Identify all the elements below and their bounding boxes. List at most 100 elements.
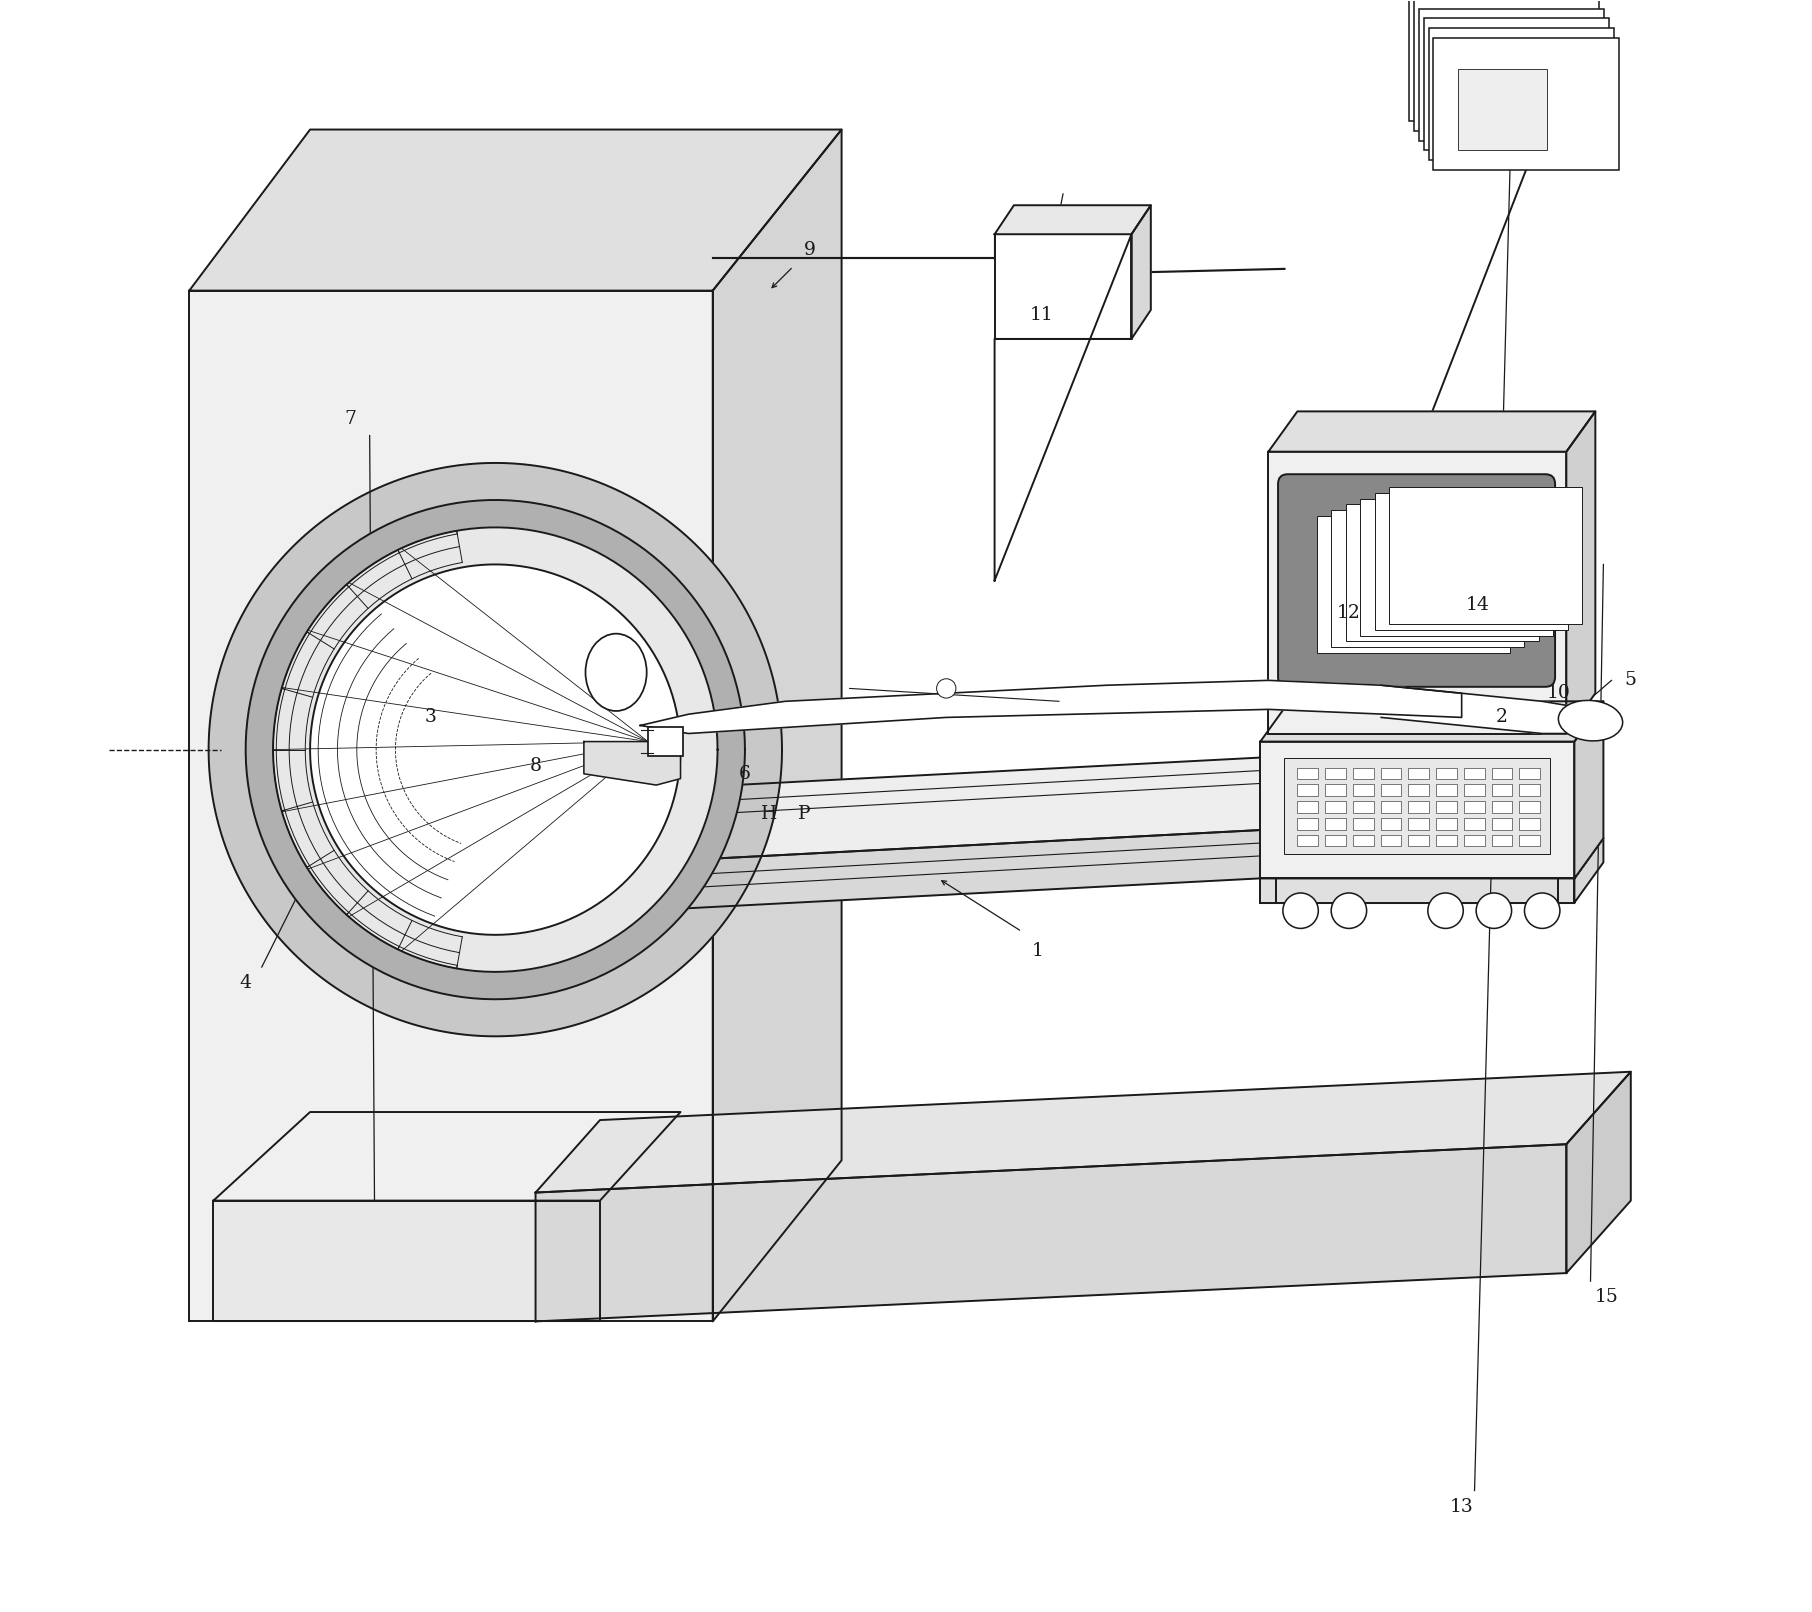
Bar — [1464, 767, 1484, 779]
Bar — [1285, 758, 1551, 854]
Bar — [1381, 785, 1401, 796]
Polygon shape — [536, 1072, 1631, 1193]
Bar — [1518, 767, 1540, 779]
Bar — [1413, 0, 1600, 131]
Ellipse shape — [937, 679, 957, 698]
Bar — [1325, 767, 1346, 779]
FancyBboxPatch shape — [1277, 474, 1555, 687]
Polygon shape — [214, 1201, 600, 1322]
Bar — [1491, 785, 1513, 796]
Text: 11: 11 — [1029, 306, 1053, 324]
Polygon shape — [214, 1112, 681, 1201]
Bar — [1464, 801, 1484, 812]
Bar — [1437, 785, 1457, 796]
Polygon shape — [712, 129, 841, 1322]
Bar — [1408, 801, 1430, 812]
Text: 15: 15 — [1595, 1288, 1618, 1306]
Bar — [1261, 742, 1575, 879]
Bar — [1325, 835, 1346, 846]
Bar — [1518, 801, 1540, 812]
Bar — [1268, 451, 1566, 733]
Ellipse shape — [1283, 893, 1319, 929]
Bar — [1464, 785, 1484, 796]
Bar — [1381, 767, 1401, 779]
Bar — [1518, 817, 1540, 830]
Bar — [1518, 785, 1540, 796]
Bar — [1361, 498, 1553, 635]
Bar — [1354, 767, 1373, 779]
Bar — [1390, 487, 1582, 624]
Bar — [1408, 785, 1430, 796]
Polygon shape — [188, 129, 841, 290]
Bar — [1297, 785, 1317, 796]
Polygon shape — [487, 814, 1566, 919]
Polygon shape — [1381, 685, 1591, 733]
Bar — [1437, 835, 1457, 846]
Bar — [1408, 835, 1430, 846]
Polygon shape — [536, 1145, 1566, 1322]
Bar — [995, 234, 1131, 339]
Bar — [1325, 801, 1346, 812]
Text: 9: 9 — [803, 242, 815, 260]
Bar — [1410, 0, 1595, 121]
Bar — [1375, 493, 1567, 630]
Polygon shape — [208, 463, 783, 1037]
Bar — [1297, 767, 1317, 779]
Bar — [1346, 505, 1538, 642]
Bar — [1437, 801, 1457, 812]
Text: 2: 2 — [1497, 708, 1508, 727]
Bar — [1419, 8, 1604, 140]
Polygon shape — [1566, 1072, 1631, 1273]
Bar — [1408, 817, 1430, 830]
Bar — [1464, 817, 1484, 830]
Bar — [1354, 785, 1373, 796]
Text: 6: 6 — [739, 764, 750, 783]
Bar — [1491, 835, 1513, 846]
Polygon shape — [583, 742, 681, 785]
Polygon shape — [274, 527, 718, 972]
Bar — [1381, 835, 1401, 846]
Polygon shape — [1268, 411, 1595, 451]
Bar — [1491, 817, 1513, 830]
Bar — [1354, 835, 1373, 846]
Bar — [1433, 37, 1618, 169]
Bar — [1325, 817, 1346, 830]
Polygon shape — [1261, 701, 1604, 742]
Bar — [1297, 801, 1317, 812]
Polygon shape — [640, 680, 1462, 733]
Text: H: H — [761, 804, 777, 824]
Polygon shape — [1261, 838, 1604, 879]
Bar — [1408, 767, 1430, 779]
Text: 13: 13 — [1450, 1498, 1473, 1515]
Bar — [1457, 69, 1546, 150]
Text: 4: 4 — [239, 974, 252, 991]
Text: 5: 5 — [1625, 671, 1636, 690]
Bar — [1437, 767, 1457, 779]
Bar — [1325, 785, 1346, 796]
Bar — [1464, 835, 1484, 846]
Bar — [1354, 817, 1373, 830]
Bar — [1381, 817, 1401, 830]
Text: 7: 7 — [344, 411, 357, 429]
Polygon shape — [1261, 879, 1575, 903]
Polygon shape — [246, 500, 745, 999]
Bar — [1491, 801, 1513, 812]
Bar — [1428, 27, 1614, 160]
Ellipse shape — [1558, 700, 1624, 742]
Text: 12: 12 — [1337, 604, 1361, 622]
Text: 14: 14 — [1466, 596, 1489, 614]
Bar — [1424, 18, 1609, 150]
Text: 8: 8 — [529, 756, 542, 775]
Bar — [1354, 801, 1373, 812]
Polygon shape — [1575, 838, 1604, 903]
Polygon shape — [995, 234, 1131, 580]
Polygon shape — [487, 742, 1566, 870]
FancyBboxPatch shape — [649, 727, 683, 756]
Bar — [1297, 835, 1317, 846]
Bar — [1332, 511, 1524, 646]
Text: P: P — [799, 804, 810, 824]
Polygon shape — [1131, 205, 1151, 339]
Ellipse shape — [1524, 893, 1560, 929]
Polygon shape — [188, 290, 712, 1322]
Ellipse shape — [1477, 893, 1511, 929]
